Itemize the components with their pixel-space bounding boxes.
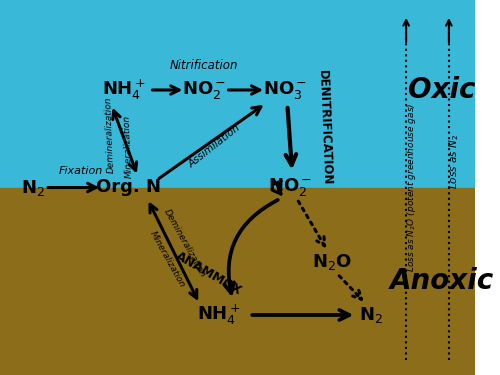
Bar xyxy=(0,188,475,375)
Text: DENITRIFICATION: DENITRIFICATION xyxy=(316,69,334,185)
Text: NO$_2^-$: NO$_2^-$ xyxy=(182,79,226,101)
Text: Mineralization: Mineralization xyxy=(122,114,134,178)
Text: Demineralization: Demineralization xyxy=(104,97,116,174)
Text: Loss as N$_2$O (potent greenhouse gas): Loss as N$_2$O (potent greenhouse gas) xyxy=(406,103,418,272)
Text: NH$_4^+$: NH$_4^+$ xyxy=(196,303,240,327)
Text: ANAMMOX: ANAMMOX xyxy=(174,250,244,298)
Text: NO$_2^-$: NO$_2^-$ xyxy=(268,177,312,198)
Text: Loss as N$_2$: Loss as N$_2$ xyxy=(448,134,462,189)
Text: Mineralization: Mineralization xyxy=(148,229,186,289)
Text: Anoxic: Anoxic xyxy=(390,267,494,295)
Text: NH$_4^+$: NH$_4^+$ xyxy=(102,78,146,102)
Text: Demineralization: Demineralization xyxy=(162,208,207,279)
Text: Assimilation: Assimilation xyxy=(186,123,242,170)
Text: NO$_3^-$: NO$_3^-$ xyxy=(263,79,307,101)
Text: N$_2$: N$_2$ xyxy=(358,305,382,325)
Bar xyxy=(0,0,475,188)
Text: Nitrification: Nitrification xyxy=(170,59,238,72)
Text: Org. N: Org. N xyxy=(96,178,161,196)
Text: Oxic: Oxic xyxy=(408,76,476,104)
Text: N$_2$: N$_2$ xyxy=(22,177,45,198)
Text: Fixation: Fixation xyxy=(58,166,103,176)
Text: N$_2$O: N$_2$O xyxy=(312,252,352,273)
